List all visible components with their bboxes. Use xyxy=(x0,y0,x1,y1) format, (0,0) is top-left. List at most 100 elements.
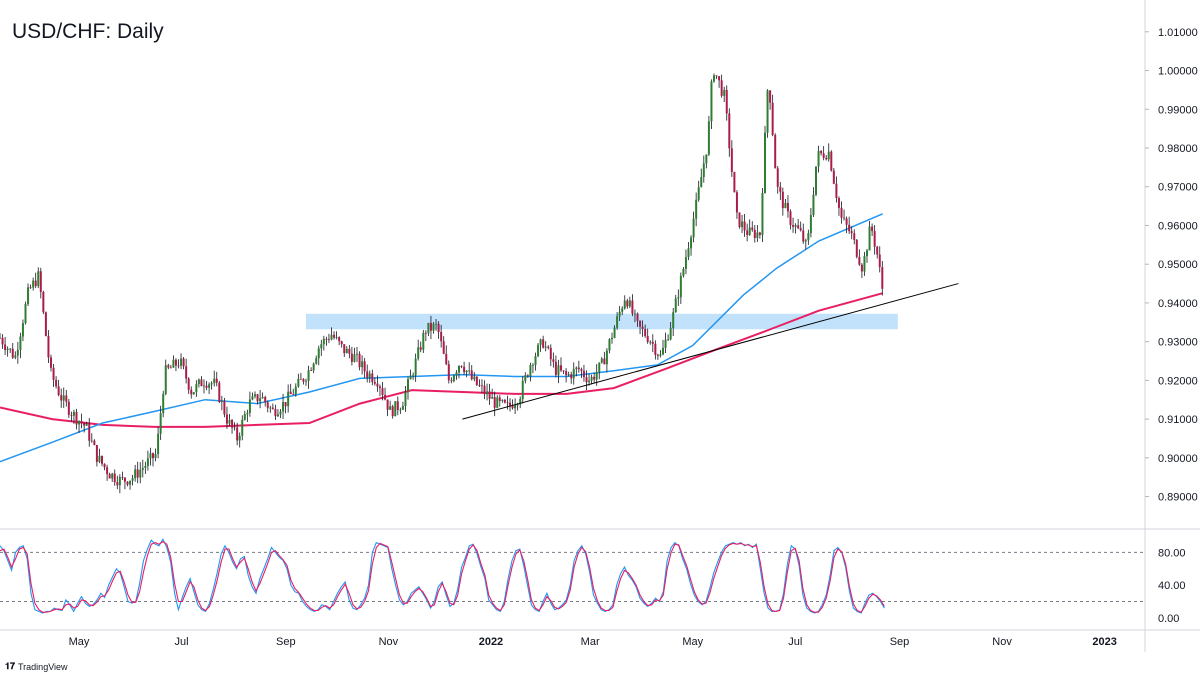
support-trendline[interactable] xyxy=(462,283,959,420)
candle-body xyxy=(524,375,527,381)
candle-body xyxy=(667,339,670,341)
candle-body xyxy=(866,250,868,257)
candle xyxy=(539,338,542,352)
candle xyxy=(575,366,578,377)
candle xyxy=(305,378,307,386)
candle xyxy=(455,370,458,380)
candle-body xyxy=(9,348,12,350)
candle-body xyxy=(644,329,647,337)
candle xyxy=(195,380,198,397)
candle xyxy=(764,125,766,194)
price-tick-label: 0.99000 xyxy=(1158,104,1198,116)
candle xyxy=(608,338,611,354)
candle-body xyxy=(384,394,387,400)
candle xyxy=(246,409,249,422)
candle-body xyxy=(174,359,177,366)
candle-body xyxy=(14,355,17,358)
candle-body xyxy=(840,207,843,218)
candle xyxy=(32,277,35,291)
candle-body xyxy=(516,404,519,406)
candle xyxy=(679,272,682,304)
candle-body xyxy=(741,221,744,228)
candle xyxy=(649,340,652,345)
candle-body xyxy=(106,467,109,475)
candle-body xyxy=(786,202,789,212)
candle xyxy=(491,388,494,399)
candle xyxy=(358,351,361,371)
candle-body xyxy=(6,348,9,351)
candle xyxy=(534,352,537,371)
candle-body xyxy=(572,368,575,379)
candle xyxy=(417,339,420,361)
candle-body xyxy=(172,359,175,368)
candle xyxy=(98,448,101,464)
candle-body xyxy=(381,388,384,395)
candle xyxy=(376,375,379,392)
candle xyxy=(218,380,221,404)
candle-body xyxy=(129,480,132,485)
candle xyxy=(840,201,843,224)
candle-body xyxy=(215,378,218,383)
candle-body xyxy=(519,399,522,405)
candle-body xyxy=(539,339,542,345)
candle xyxy=(860,262,863,279)
candle xyxy=(445,345,448,366)
candle xyxy=(853,229,856,245)
candle xyxy=(320,339,323,356)
candle xyxy=(733,171,736,193)
candle-body xyxy=(223,400,226,415)
candle-body xyxy=(850,231,853,234)
candle-body xyxy=(37,271,40,287)
candle xyxy=(363,358,366,379)
price-tick-label: 1.00000 xyxy=(1158,66,1198,78)
candle xyxy=(598,362,601,380)
candle-body xyxy=(493,397,496,408)
candle xyxy=(343,344,346,357)
candle xyxy=(90,433,93,443)
candle xyxy=(164,359,167,396)
candle xyxy=(626,298,629,309)
candle xyxy=(315,355,318,365)
candle xyxy=(325,336,328,346)
candle-body xyxy=(478,384,481,386)
candle-body xyxy=(580,369,583,371)
candle xyxy=(830,150,833,172)
candle xyxy=(498,395,501,407)
candle-body xyxy=(756,232,759,238)
candle-body xyxy=(769,90,772,103)
candle-body xyxy=(394,401,397,417)
candle xyxy=(274,404,277,421)
candle xyxy=(435,318,438,331)
candle-body xyxy=(608,339,611,351)
candle-body xyxy=(832,170,835,184)
candle-body xyxy=(560,365,562,371)
candle-body xyxy=(27,287,30,305)
candle xyxy=(557,359,560,384)
candle-body xyxy=(243,414,246,420)
candle xyxy=(396,396,399,416)
candle xyxy=(478,379,481,388)
candle-body xyxy=(154,454,157,459)
candle-body xyxy=(276,414,279,417)
candle xyxy=(832,167,835,185)
candle-body xyxy=(57,386,60,396)
candle-body xyxy=(335,337,338,338)
candle xyxy=(19,332,22,359)
candle xyxy=(702,155,705,183)
candle xyxy=(101,455,103,467)
candle-body xyxy=(593,376,596,380)
candle-body xyxy=(366,371,369,378)
candle xyxy=(111,472,114,482)
candle-body xyxy=(656,354,659,356)
candle-body xyxy=(613,327,616,338)
candle xyxy=(554,355,557,378)
candle xyxy=(279,409,282,419)
price-tick-label: 0.91000 xyxy=(1158,414,1198,426)
candle xyxy=(863,251,866,276)
candle xyxy=(6,346,9,357)
candle-body xyxy=(131,478,134,481)
candle-body xyxy=(590,376,593,381)
candle xyxy=(672,307,675,337)
candle xyxy=(636,312,639,327)
